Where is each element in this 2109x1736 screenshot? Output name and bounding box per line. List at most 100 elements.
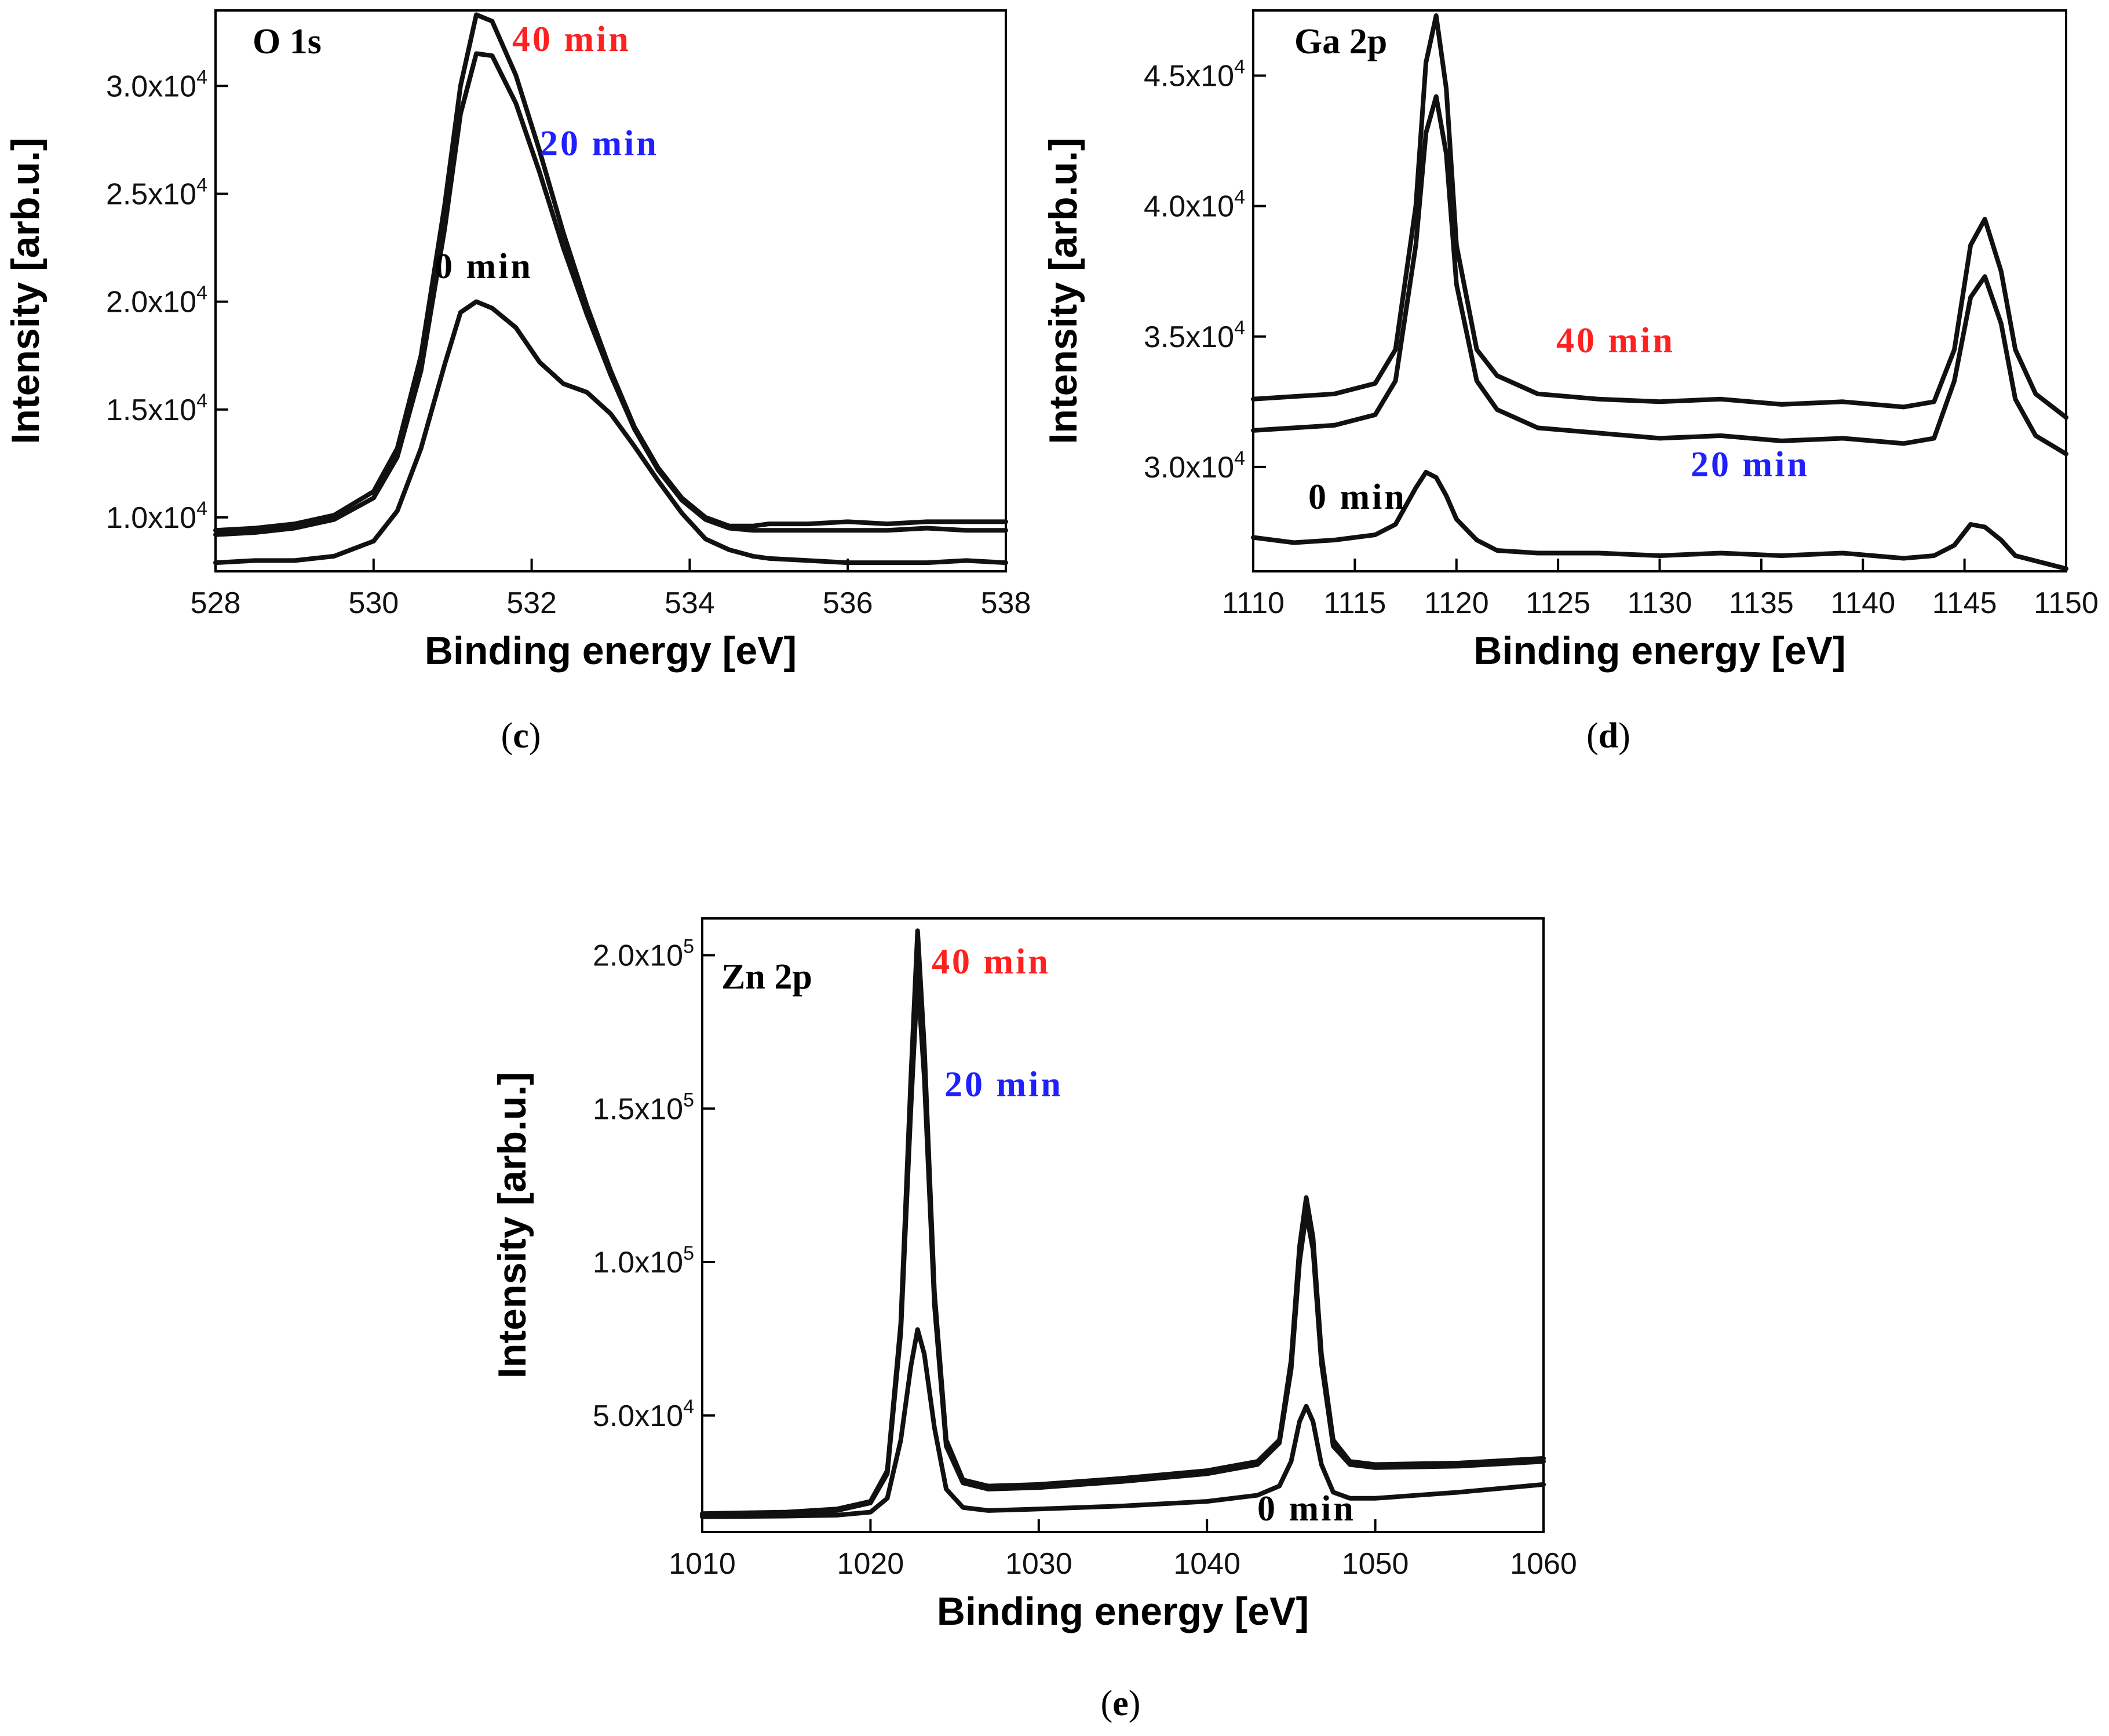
y-tick-mantissa: 3.5: [1144, 320, 1185, 354]
y-tick-exponent: 4: [1234, 187, 1245, 209]
y-tick-label: 3.0x104: [1144, 447, 1245, 484]
x-tick-label: 532: [506, 586, 557, 620]
x-tick-label: 1020: [837, 1547, 904, 1581]
y-tick-label: 2.0x105: [593, 936, 694, 973]
y-tick-mantissa: 3.0: [106, 70, 148, 103]
y-tick-base: x10: [1185, 451, 1234, 484]
series-label: 0 min: [1257, 1489, 1356, 1529]
x-axis-title: Binding energy [eV]: [937, 1589, 1309, 1633]
y-tick-exponent: 4: [196, 174, 207, 196]
x-tick-label: 1040: [1173, 1547, 1240, 1581]
series-line-20-min: [700, 974, 1546, 1518]
x-axis-title: Binding energy [eV]: [425, 629, 797, 673]
series-label: 20 min: [540, 124, 659, 163]
y-tick-base: x10: [148, 286, 196, 319]
y-tick-exponent: 4: [1234, 56, 1245, 78]
x-tick-label: 1145: [1932, 586, 1997, 620]
x-tick-label: 1060: [1510, 1547, 1577, 1581]
y-tick-exponent: 4: [196, 282, 207, 304]
y-tick-base: x10: [148, 393, 196, 427]
series-label: 40 min: [932, 942, 1050, 982]
y-tick-base: x10: [1185, 60, 1234, 93]
series-line-40-min: [213, 12, 1008, 533]
x-axis-title: Binding energy [eV]: [1473, 629, 1845, 673]
y-tick-label: 1.5x105: [593, 1089, 694, 1126]
y-tick-base: x10: [1185, 190, 1234, 224]
x-tick-label: 1030: [1005, 1547, 1072, 1581]
y-tick-base: x10: [634, 1092, 683, 1126]
y-tick-mantissa: 1.5: [593, 1092, 634, 1126]
element-title: Ga 2p: [1294, 22, 1387, 61]
y-tick-base: x10: [1185, 320, 1234, 354]
y-tick-label: 1.0x105: [593, 1242, 694, 1279]
x-tick-label: 538: [981, 586, 1031, 620]
series-line-0-min: [213, 299, 1008, 566]
y-tick-exponent: 5: [683, 1242, 694, 1264]
y-tick-exponent: 5: [683, 936, 694, 958]
x-tick-label: 1120: [1424, 586, 1489, 620]
y-tick-exponent: 5: [683, 1089, 694, 1111]
y-tick-exponent: 4: [196, 66, 207, 88]
y-tick-base: x10: [634, 1399, 683, 1433]
y-tick-base: x10: [148, 501, 196, 535]
y-tick-label: 1.5x104: [106, 390, 207, 427]
y-tick-base: x10: [148, 70, 196, 103]
y-tick-label: 4.5x104: [1144, 56, 1245, 93]
y-tick-label: 3.5x104: [1144, 317, 1245, 354]
y-tick-mantissa: 2.0: [106, 286, 148, 319]
panel-e: 1010 1020 1030 1040 1050 10605.0x1041.0x1051.…: [490, 917, 1577, 1723]
x-tick-label: 530: [348, 586, 399, 620]
series-label: 40 min: [512, 20, 631, 59]
x-tick-label: 1150: [2034, 586, 2099, 620]
y-tick-mantissa: 4.5: [1144, 60, 1185, 93]
element-title: O 1s: [253, 22, 322, 61]
x-tick-label: 1110: [1222, 586, 1285, 620]
y-tick-exponent: 4: [1234, 317, 1245, 339]
series-line-0-min: [1251, 469, 2068, 571]
y-tick-label: 1.0x104: [106, 498, 207, 535]
x-tick-label: 1115: [1323, 586, 1386, 620]
y-tick-mantissa: 1.0: [593, 1246, 634, 1279]
series-label: 40 min: [1556, 321, 1675, 360]
series-label: 20 min: [1691, 445, 1809, 484]
y-tick-label: 4.0x104: [1144, 187, 1245, 224]
y-tick-mantissa: 2.0: [593, 939, 634, 973]
panel-c: 528 530 532 534 536 5381.0x1041.5x1042.0x1042…: [3, 9, 1031, 756]
y-tick-label: 2.5x104: [106, 174, 207, 211]
y-tick-label: 2.0x104: [106, 282, 207, 319]
x-tick-label: 1130: [1628, 586, 1692, 620]
y-tick-mantissa: 4.0: [1144, 190, 1185, 224]
x-tick-label: 1135: [1729, 586, 1794, 620]
y-tick-mantissa: 2.5: [106, 177, 148, 211]
y-axis-title: Intensity [arb.u.]: [1041, 138, 1085, 444]
series-line-40-min: [1251, 13, 2068, 420]
element-title: Zn 2p: [721, 957, 812, 997]
y-tick-exponent: 4: [1234, 447, 1245, 469]
panel-label: (c): [501, 716, 541, 756]
y-tick-exponent: 4: [196, 390, 207, 412]
x-tick-label: 1125: [1526, 586, 1590, 620]
x-tick-label: 536: [823, 586, 873, 620]
y-tick-exponent: 4: [683, 1396, 694, 1418]
plot-frame: [214, 9, 1007, 572]
series-label: 20 min: [944, 1065, 1063, 1104]
y-tick-base: x10: [634, 939, 683, 973]
plot-frame: [701, 917, 1545, 1533]
series-line-0-min: [700, 1327, 1546, 1519]
series-line-20-min: [213, 51, 1008, 537]
y-axis-title: Intensity [arb.u.]: [3, 138, 48, 444]
panel-label: (e): [1101, 1684, 1141, 1723]
series-label: 0 min: [1308, 477, 1407, 517]
x-tick-label: 1140: [1830, 586, 1895, 620]
series-line-20-min: [1251, 94, 2068, 457]
y-tick-label: 5.0x104: [593, 1396, 694, 1433]
y-tick-base: x10: [634, 1246, 683, 1279]
panel-d: 1110 1115 1120 1125 1130 1135 1140 1145 11503.0x…: [1041, 9, 2099, 756]
y-tick-mantissa: 1.5: [106, 393, 148, 427]
panel-label: (d): [1586, 716, 1630, 756]
y-tick-mantissa: 3.0: [1144, 451, 1185, 484]
y-tick-mantissa: 5.0: [593, 1399, 634, 1433]
x-tick-label: 1050: [1342, 1547, 1409, 1581]
y-axis-title: Intensity [arb.u.]: [490, 1072, 534, 1378]
